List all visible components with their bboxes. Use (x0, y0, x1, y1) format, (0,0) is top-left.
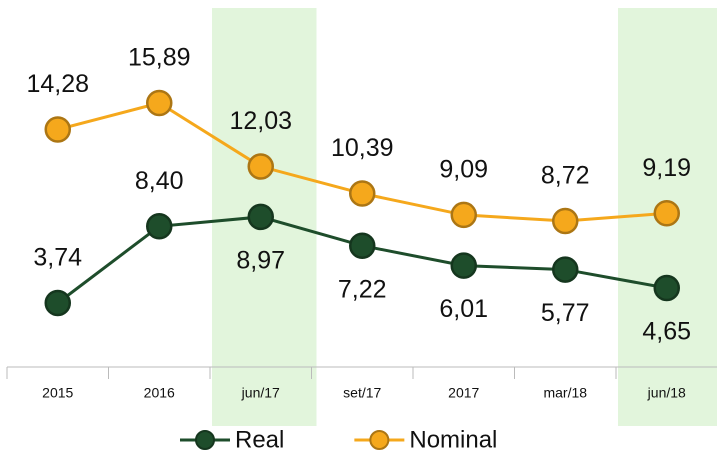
data-label: 9,19 (642, 154, 691, 182)
legend-label: Real (235, 426, 284, 453)
data-label: 3,74 (33, 244, 82, 272)
legend-marker (195, 430, 215, 450)
data-point (552, 207, 579, 235)
data-label: 7,22 (338, 275, 387, 303)
x-tick-label: jun/17 (241, 385, 280, 401)
legend-marker (369, 430, 390, 450)
data-point (247, 203, 274, 231)
x-tick-label: 2016 (144, 385, 175, 401)
legend-item: Real (180, 426, 284, 453)
data-point (44, 289, 71, 317)
data-point (44, 116, 71, 143)
data-label: 12,03 (229, 107, 292, 135)
data-label: 10,39 (331, 134, 394, 162)
data-point (450, 201, 477, 229)
data-label: 6,01 (439, 295, 488, 323)
data-point (653, 274, 680, 302)
data-point (653, 200, 680, 227)
legend-label: Nominal (409, 426, 497, 453)
x-tick-label: 2015 (42, 385, 73, 401)
data-label: 8,97 (236, 247, 285, 275)
x-tick-label: jun/18 (647, 385, 686, 401)
data-point (146, 213, 173, 240)
data-label: 4,65 (642, 318, 691, 346)
legend-item: Nominal (354, 426, 497, 453)
data-label: 14,28 (26, 70, 89, 98)
x-tick-label: mar/18 (543, 385, 587, 401)
x-tick-label: 2017 (448, 385, 479, 401)
data-label: 8,40 (135, 167, 184, 195)
data-point (146, 89, 173, 117)
data-point (349, 180, 376, 207)
data-label: 5,77 (541, 299, 590, 327)
data-point (349, 232, 376, 259)
data-label: 9,09 (439, 156, 488, 184)
x-tick-label: set/17 (343, 385, 381, 401)
data-point (450, 252, 477, 279)
data-point (552, 256, 579, 283)
data-label: 8,72 (541, 162, 590, 190)
data-point (247, 153, 274, 180)
data-label: 15,89 (128, 44, 191, 72)
